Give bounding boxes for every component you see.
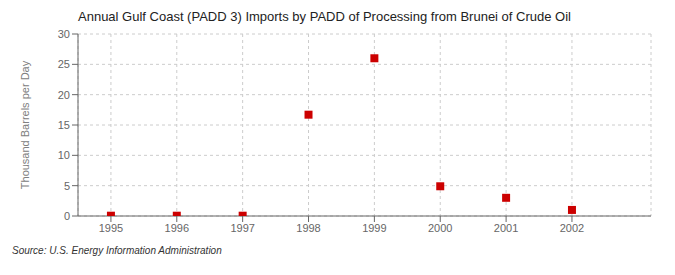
svg-text:10: 10 (58, 149, 70, 161)
svg-text:2002: 2002 (560, 222, 584, 234)
svg-text:1995: 1995 (99, 222, 123, 234)
svg-text:20: 20 (58, 89, 70, 101)
svg-text:5: 5 (64, 180, 70, 192)
svg-text:25: 25 (58, 58, 70, 70)
svg-text:0: 0 (64, 210, 70, 222)
svg-text:30: 30 (58, 28, 70, 40)
svg-text:15: 15 (58, 119, 70, 131)
svg-text:Thousand Barrels per Day: Thousand Barrels per Day (19, 60, 31, 189)
svg-text:1996: 1996 (165, 222, 189, 234)
svg-text:2001: 2001 (494, 222, 518, 234)
svg-text:2000: 2000 (428, 222, 452, 234)
html-text:Annual Gulf Coast (PADD 3) Imp: Annual Gulf Coast (PADD 3) Imports by PA… (78, 9, 571, 24)
svg-text:1998: 1998 (296, 222, 320, 234)
svg-text:1997: 1997 (230, 222, 254, 234)
svg-text:1999: 1999 (362, 222, 386, 234)
html-text:Source: U.S. Energy Informatio: Source: U.S. Energy Information Administ… (12, 245, 222, 256)
